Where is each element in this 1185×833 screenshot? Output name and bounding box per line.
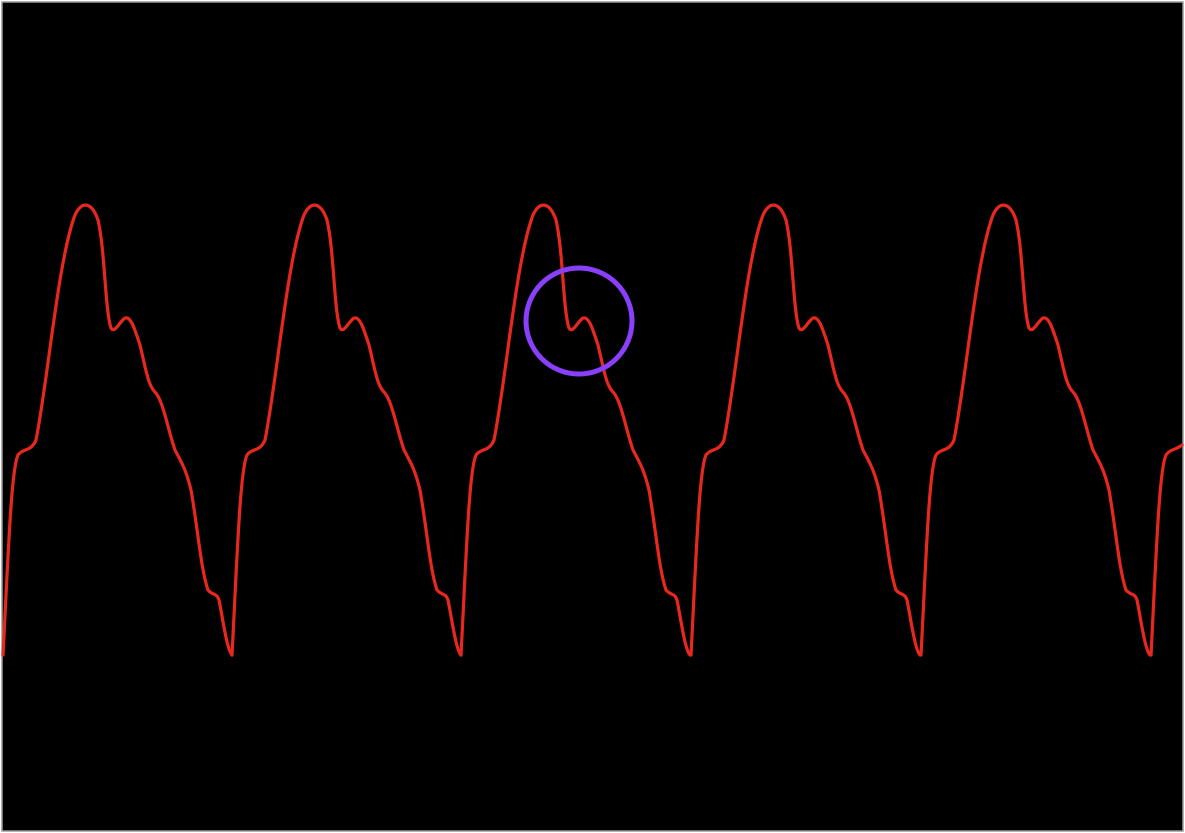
pressure-waveform [1, 203, 1184, 657]
waveform-cycle [1149, 443, 1184, 657]
dicrotic-notch-highlight [523, 265, 635, 377]
